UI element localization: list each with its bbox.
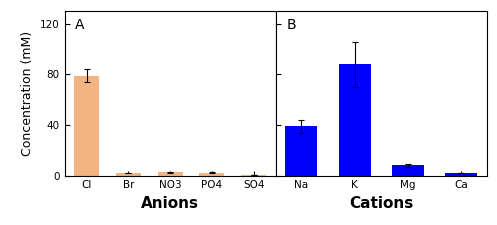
Y-axis label: Concentration (mM): Concentration (mM)	[21, 31, 34, 156]
Bar	[74, 76, 99, 176]
X-axis label: Anions: Anions	[141, 196, 199, 211]
Bar	[199, 173, 225, 176]
Bar	[158, 172, 183, 176]
Bar	[285, 126, 318, 176]
Bar	[339, 64, 371, 176]
Bar	[392, 165, 424, 176]
Text: A: A	[75, 18, 84, 32]
X-axis label: Cations: Cations	[349, 196, 414, 211]
Bar	[241, 175, 266, 176]
Text: B: B	[286, 18, 296, 32]
Bar	[116, 173, 141, 176]
Bar	[445, 173, 478, 176]
